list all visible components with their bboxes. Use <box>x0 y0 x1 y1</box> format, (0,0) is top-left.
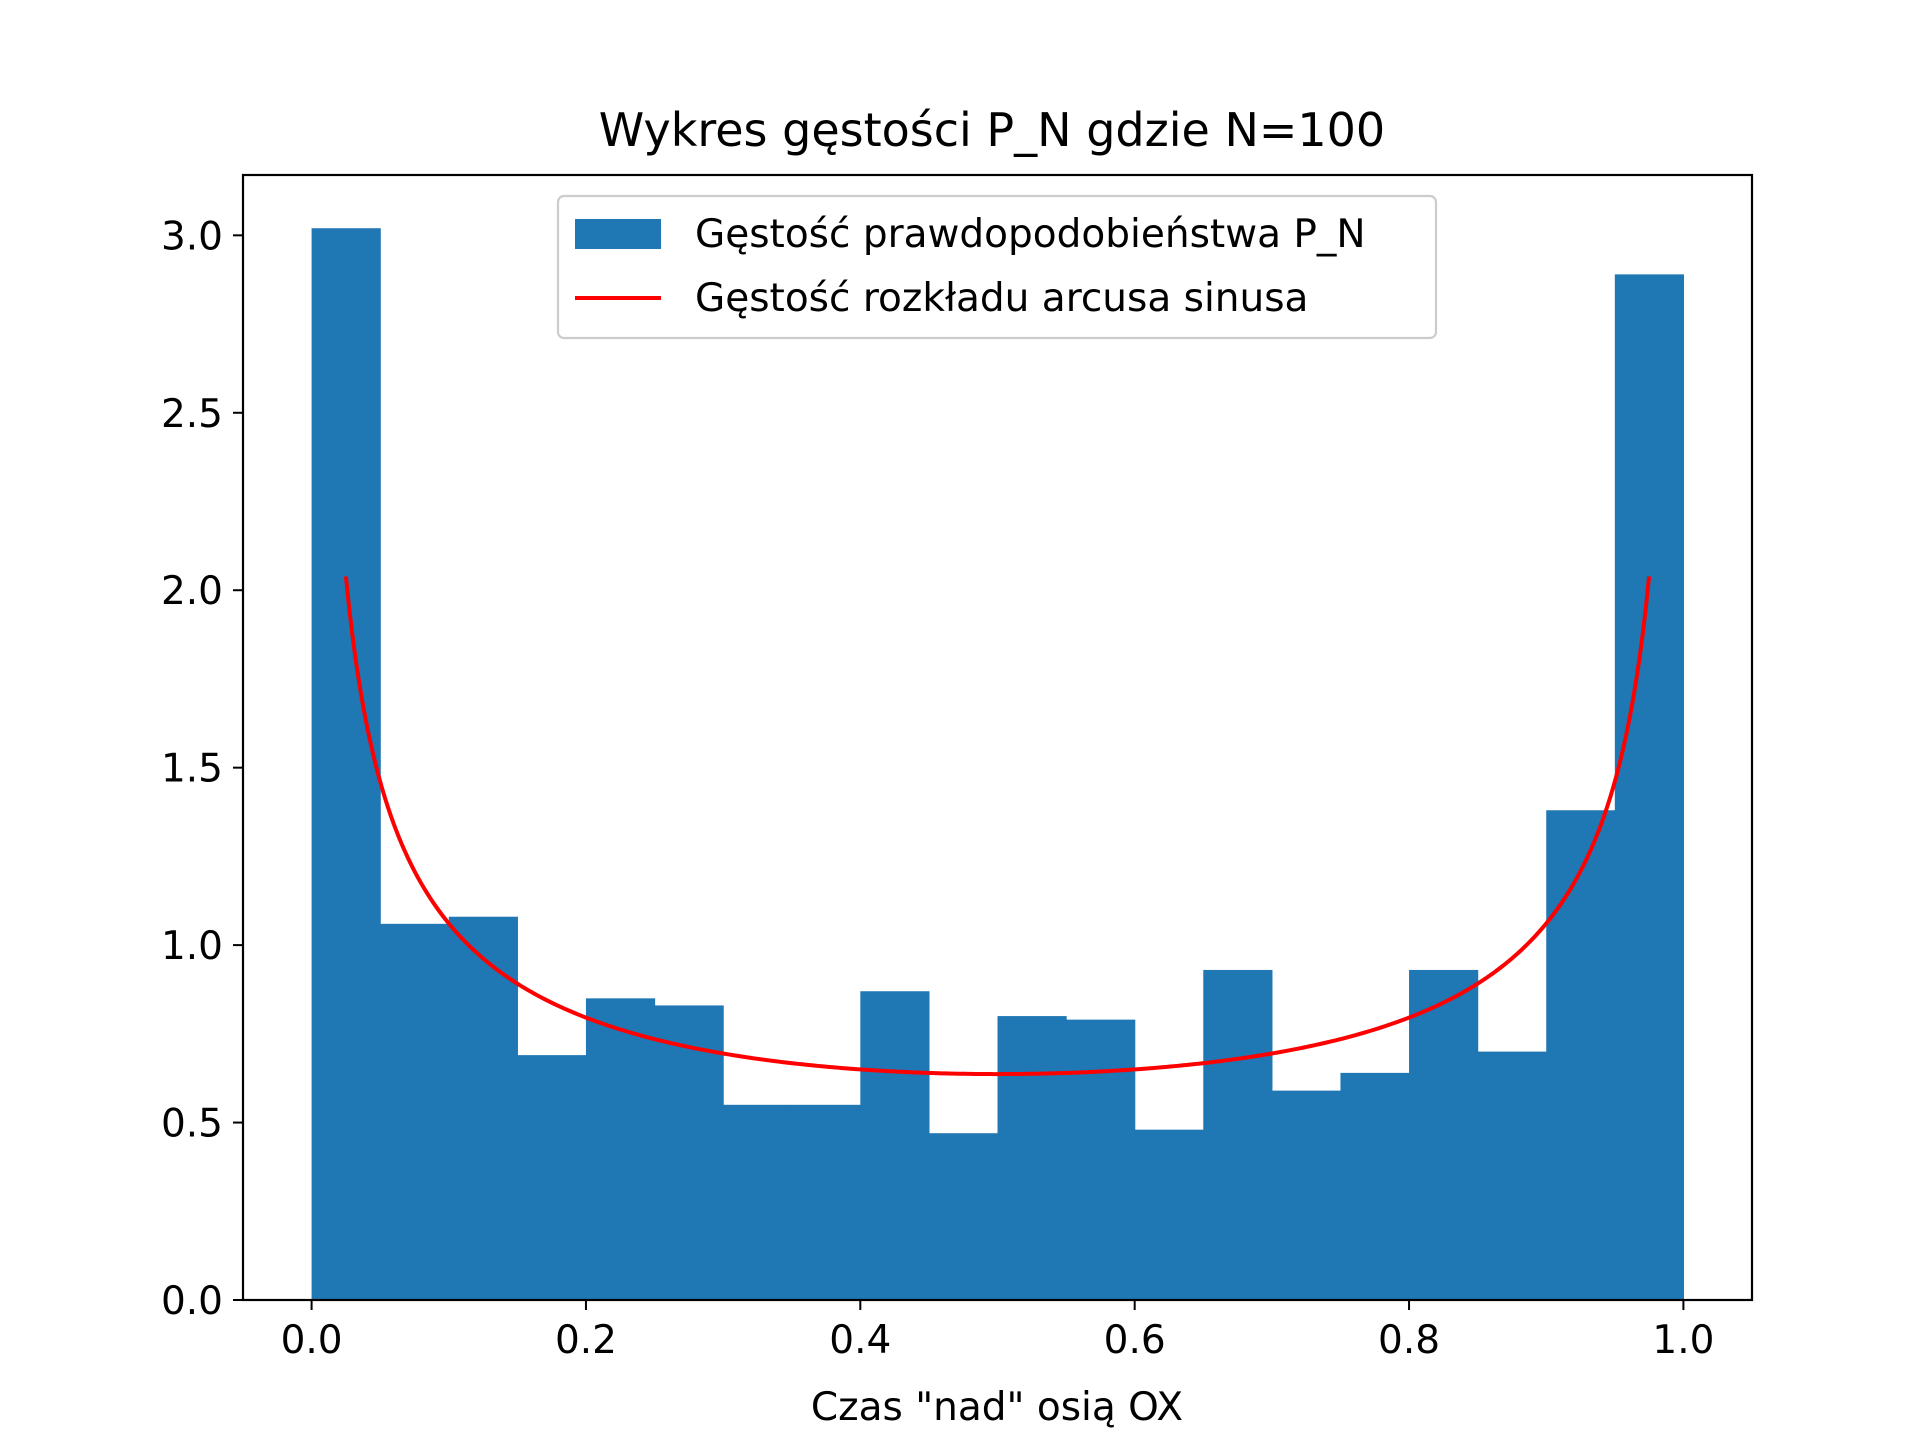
histogram-bar <box>1409 969 1479 1300</box>
x-tick-label: 1.0 <box>1652 1318 1714 1363</box>
histogram-bar <box>928 1133 999 1300</box>
x-axis: 0.0 0.2 0.4 0.6 0.8 1.0 <box>281 1300 1714 1363</box>
x-axis-label: Czas "nad" osią OX <box>811 1385 1183 1430</box>
histogram-bar <box>1340 1072 1410 1300</box>
chart-title: Wykres gęstości P_N gdzie N=100 <box>599 103 1385 157</box>
y-tick-label: 2.0 <box>161 569 223 614</box>
y-tick-label: 0.5 <box>161 1102 223 1147</box>
histogram-bar <box>1477 1051 1547 1300</box>
x-tick-label: 0.8 <box>1378 1318 1440 1363</box>
y-tick-label: 2.5 <box>161 392 223 437</box>
legend-histogram-swatch <box>575 219 661 249</box>
arcsine-density-line <box>343 576 1652 1077</box>
histogram-bar <box>448 916 518 1300</box>
x-tick-label: 0.0 <box>281 1318 343 1363</box>
histogram-bar <box>654 1005 724 1300</box>
legend-box <box>556 194 1438 340</box>
y-tick-label: 3.0 <box>161 214 223 259</box>
histogram-bars <box>311 228 1685 1301</box>
histogram-bar <box>517 1055 587 1300</box>
histogram-bar <box>585 998 656 1300</box>
histogram-bar <box>1614 274 1685 1300</box>
histogram-bar <box>791 1104 861 1300</box>
legend: Gęstość prawdopodobieństwa P_N Gęstość r… <box>556 194 1438 340</box>
x-tick-label: 0.2 <box>555 1318 617 1363</box>
y-axis: 0.0 0.5 1.0 1.5 2.0 2.5 3.0 <box>161 214 243 1324</box>
histogram-bar <box>1134 1129 1204 1300</box>
legend-histogram-label: Gęstość prawdopodobieństwa P_N <box>695 212 1366 257</box>
histogram-bar <box>1546 810 1616 1300</box>
histogram-bar <box>860 991 930 1300</box>
arcsine-curve-group <box>343 576 1652 1077</box>
histogram-bar <box>1203 969 1273 1300</box>
histogram-bar <box>1066 1019 1136 1300</box>
histogram-bar <box>1271 1090 1342 1300</box>
histogram-bar <box>311 228 381 1301</box>
y-tick-label: 0.0 <box>161 1279 223 1324</box>
plot-frame <box>241 173 1754 1302</box>
histogram-bar <box>997 1016 1067 1300</box>
y-tick-label: 1.5 <box>161 747 223 792</box>
x-tick-label: 0.4 <box>829 1318 891 1363</box>
x-tick-label: 0.6 <box>1104 1318 1166 1363</box>
histogram-bar <box>723 1104 793 1300</box>
histogram-bar <box>380 923 450 1300</box>
legend-arcsine-label: Gęstość rozkładu arcusa sinusa <box>695 276 1308 321</box>
y-tick-label: 1.0 <box>161 924 223 969</box>
